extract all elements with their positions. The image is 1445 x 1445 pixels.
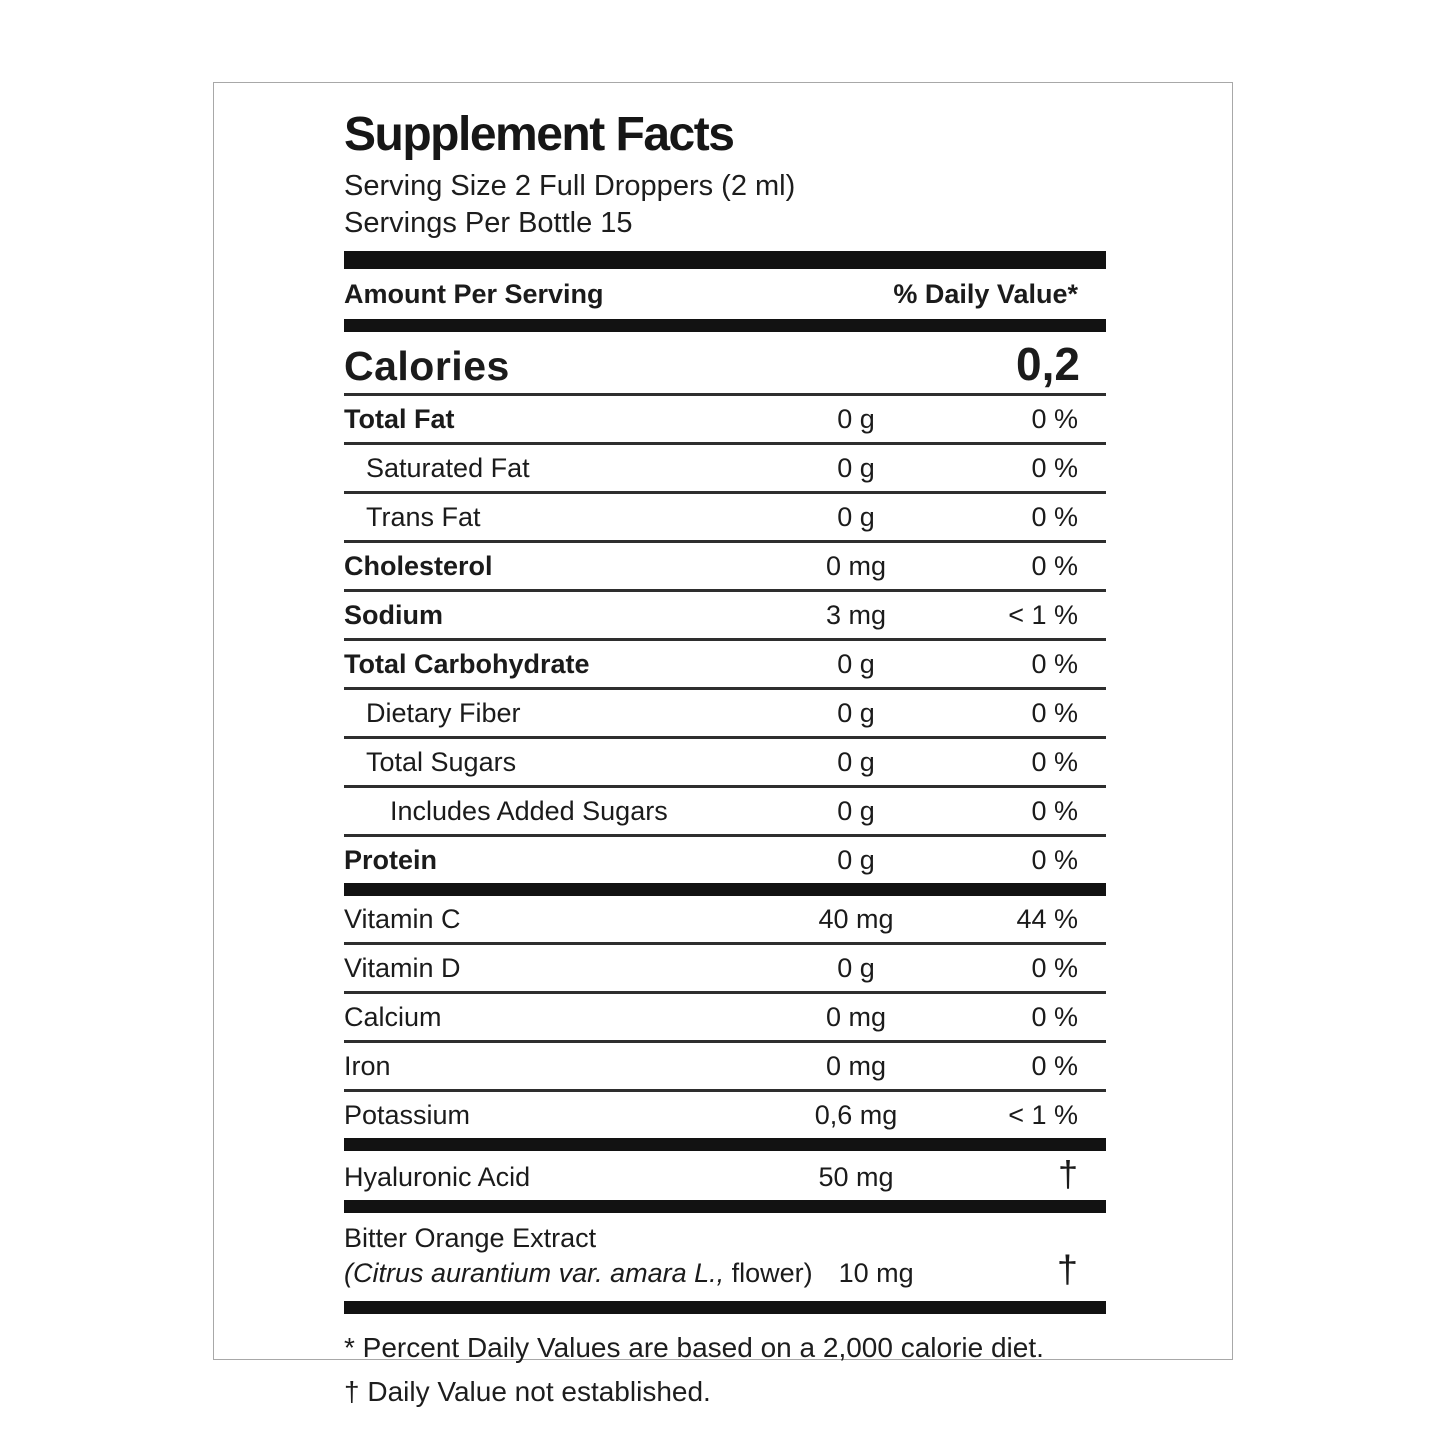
serving-size-text: Serving Size 2 Full Droppers (2 ml) (344, 169, 796, 202)
nutrient-daily-value: 0 % (1031, 1001, 1078, 1032)
nutrient-amount: 0 mg (825, 550, 887, 581)
nutrient-name: Total Fat (344, 403, 455, 434)
amount-per-serving-header: Amount Per Serving (344, 278, 604, 309)
nutrient-amount: 0 g (837, 952, 875, 983)
nutrient-row: Dietary Fiber 0 g 0 % (344, 686, 1106, 736)
nutrient-amount: 40 mg (818, 903, 894, 934)
nutrient-daily-value: 0 % (1031, 844, 1078, 875)
nutrient-daily-value: 44 % (1016, 903, 1078, 934)
botanical-amount: 10 mg (838, 1257, 914, 1288)
footnotes: * Percent Daily Values are based on a 2,… (344, 1314, 1106, 1414)
botanical-latin-name: (Citrus aurantium var. amara L., (344, 1257, 725, 1288)
calories-value: 0,2 (1016, 337, 1080, 390)
supplement-facts-panel: Supplement Facts Serving Size 2 Full Dro… (213, 82, 1233, 1407)
nutrient-name: Vitamin D (344, 952, 461, 983)
nutrient-daily-value: 0 % (1031, 452, 1078, 483)
nutrient-daily-value: 0 % (1031, 746, 1078, 777)
column-header-row: Amount Per Serving % Daily Value* (344, 269, 1106, 319)
nutrient-amount: 0 g (837, 697, 875, 728)
section-bar (344, 1137, 1106, 1151)
botanical-dagger-mark: † (1056, 1248, 1078, 1291)
nutrient-daily-value: 0 % (1031, 403, 1078, 434)
nutrient-amount: 0 g (837, 452, 875, 483)
nutrient-name: Potassium (344, 1099, 471, 1130)
nutrient-row: Vitamin D 0 g 0 % (344, 941, 1106, 991)
nutrient-row: Total Carbohydrate 0 g 0 % (344, 637, 1106, 687)
nutrient-daily-value: 0 % (1031, 952, 1078, 983)
nutrient-row: Sodium 3 mg < 1 % (344, 588, 1106, 638)
nutrient-amount: 0 g (837, 844, 875, 875)
nutrient-daily-value: 0 % (1031, 648, 1078, 679)
nutrient-name: Total Carbohydrate (344, 648, 590, 679)
nutrient-name: Vitamin C (344, 903, 461, 934)
nutrient-row: Vitamin C 40 mg 44 % (344, 896, 1106, 942)
nutrient-amount: 0 mg (825, 1001, 887, 1032)
nutrient-name: Iron (344, 1050, 391, 1081)
nutrient-amount: 0 g (837, 795, 875, 826)
botanical-plant-part: flower) (724, 1257, 813, 1288)
nutrient-amount: 3 mg (825, 599, 887, 630)
nutrient-name: Protein (344, 844, 438, 875)
nutrient-daily-value: < 1 % (1008, 599, 1078, 630)
nutrient-daily-value: 0 % (1031, 501, 1078, 532)
nutrient-amount: 0 mg (825, 1050, 887, 1081)
nutrient-amount: 0 g (837, 648, 875, 679)
nutrient-name: Cholesterol (344, 550, 493, 581)
nutrient-daily-value: 0 % (1031, 550, 1078, 581)
botanical-row: Bitter Orange Extract (Citrus aurantium … (344, 1213, 1106, 1301)
nutrient-name: Sodium (344, 599, 443, 630)
nutrient-daily-value: < 1 % (1008, 1099, 1078, 1130)
nutrient-row: Protein 0 g 0 % (344, 833, 1106, 883)
nutrient-row: Potassium 0,6 mg < 1 % (344, 1088, 1106, 1138)
nutrient-daily-value: 0 % (1031, 697, 1078, 728)
nutrient-row: Saturated Fat 0 g 0 % (344, 441, 1106, 491)
nutrient-name: Hyaluronic Acid (344, 1161, 531, 1192)
calories-row: Calories 0,2 (344, 332, 1106, 393)
daily-value-header: % Daily Value* (893, 278, 1078, 309)
nutrient-name: Includes Added Sugars (390, 795, 668, 826)
nutrient-daily-value: 0 % (1031, 795, 1078, 826)
nutrient-name: Saturated Fat (366, 452, 530, 483)
nutrient-amount: 0 g (837, 403, 875, 434)
nutrient-amount: 0 g (837, 501, 875, 532)
nutrient-row: Total Fat 0 g 0 % (344, 392, 1106, 442)
nutrient-row: Calcium 0 mg 0 % (344, 990, 1106, 1040)
nutrient-daily-value: 0 % (1031, 1050, 1078, 1081)
nutrient-row: Trans Fat 0 g 0 % (344, 490, 1106, 540)
section-bar (344, 1199, 1106, 1213)
nutrient-row: Iron 0 mg 0 % (344, 1039, 1106, 1089)
nutrient-name: Trans Fat (366, 501, 481, 532)
section-bar-top (344, 250, 1106, 269)
section-bar-bottom (344, 1300, 1106, 1314)
nutrient-amount: 0,6 mg (814, 1099, 898, 1130)
footnote-daily-values: * Percent Daily Values are based on a 2,… (344, 1331, 1044, 1363)
nutrient-row: Total Sugars 0 g 0 % (344, 735, 1106, 785)
botanical-name: Bitter Orange Extract (344, 1222, 597, 1253)
nutrient-amount: 0 g (837, 746, 875, 777)
panel-title: Supplement Facts (344, 108, 735, 161)
calories-label: Calories (344, 342, 510, 389)
panel-content: Supplement Facts Serving Size 2 Full Dro… (344, 108, 1106, 1414)
nutrient-row: Includes Added Sugars 0 g 0 % (344, 784, 1106, 834)
section-bar (344, 882, 1106, 896)
servings-per-bottle-text: Servings Per Bottle 15 (344, 206, 633, 239)
section-bar-header (344, 318, 1106, 332)
footnote-dagger: † Daily Value not established. (344, 1375, 711, 1407)
nutrient-amount: 50 mg (818, 1161, 894, 1192)
nutrient-name: Total Sugars (366, 746, 517, 777)
nutrient-name: Dietary Fiber (366, 697, 521, 728)
nutrient-dagger-mark: † (1057, 1152, 1078, 1194)
nutrient-row: Hyaluronic Acid 50 mg † (344, 1151, 1106, 1200)
botanical-detail-line: (Citrus aurantium var. amara L., flower)… (344, 1248, 1106, 1291)
nutrient-row: Cholesterol 0 mg 0 % (344, 539, 1106, 589)
nutrient-name: Calcium (344, 1001, 442, 1032)
